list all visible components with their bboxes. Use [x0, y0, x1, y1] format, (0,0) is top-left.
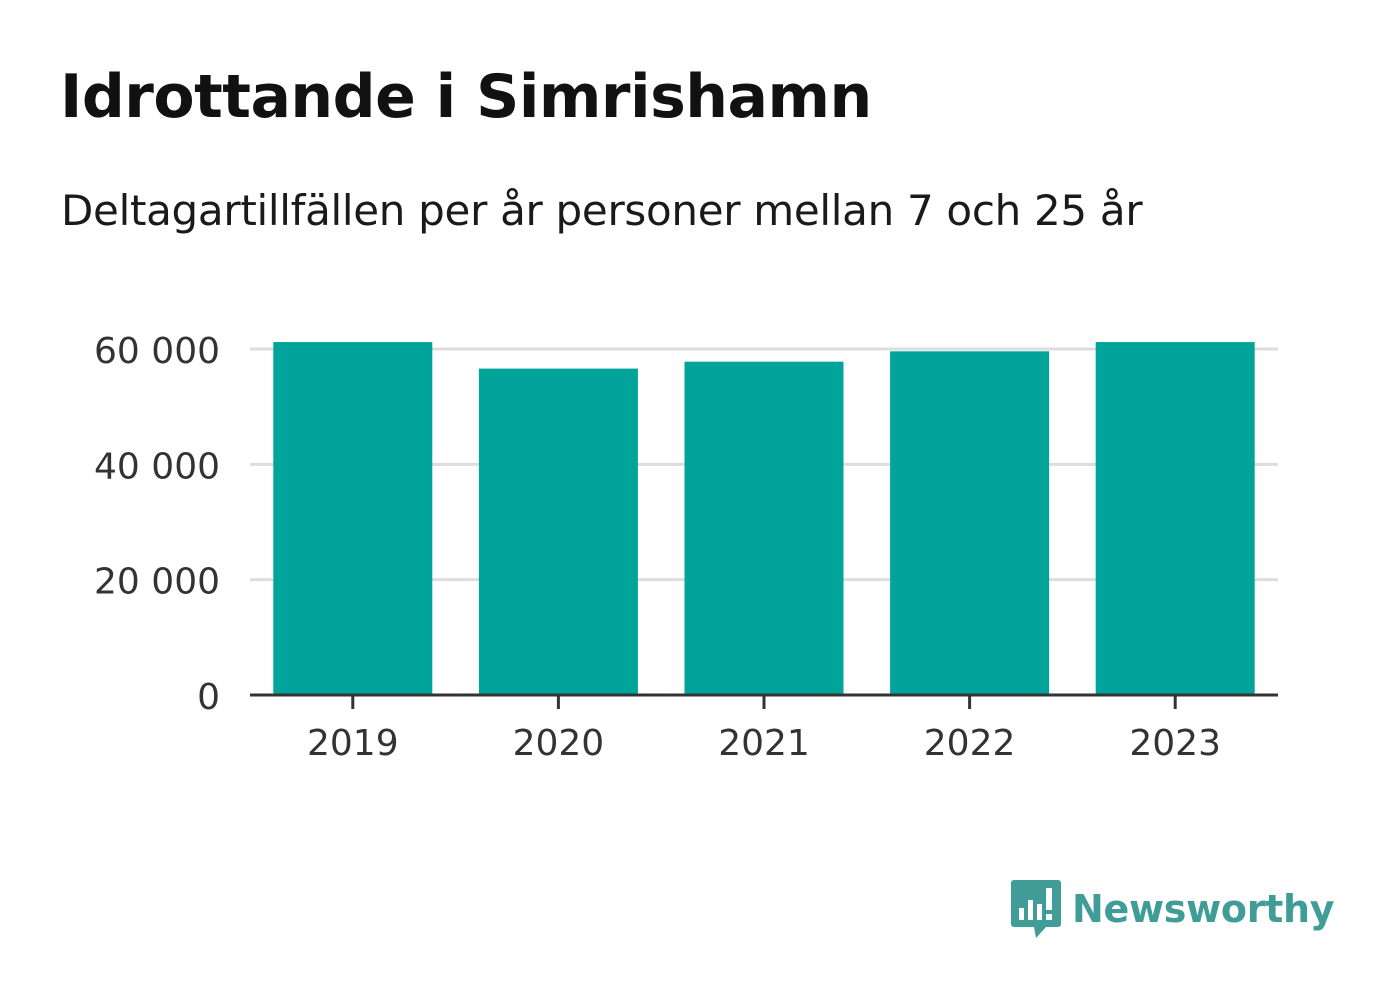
x-tick-label: 2021 [718, 723, 810, 764]
axes: 0 20 000 40 000 60 000 2019 2020 2021 2022 2023 [94, 331, 1278, 764]
bar-2020 [478, 368, 638, 695]
newsworthy-logo: Newsworthy [1010, 878, 1335, 940]
bar-2023 [1095, 342, 1255, 695]
newsworthy-logo-icon [1011, 880, 1061, 938]
y-tick-label: 0 [197, 677, 220, 718]
x-tick-label: 2023 [1129, 723, 1221, 764]
bar-2021 [684, 361, 844, 695]
x-tick-label: 2022 [924, 723, 1016, 764]
y-tick-label: 60 000 [94, 331, 220, 372]
chart-subtitle: Deltagartillfällen per år personer mella… [61, 186, 1143, 235]
x-tick-label: 2019 [307, 723, 399, 764]
bar-2019 [273, 342, 433, 695]
y-tick-label: 40 000 [94, 446, 220, 487]
bars [273, 342, 1255, 695]
brand-name: Newsworthy [1072, 887, 1335, 931]
x-tick-label: 2020 [513, 723, 605, 764]
y-tick-label: 20 000 [94, 562, 220, 603]
chart-title: Idrottande i Simrishamn [60, 62, 872, 132]
bar-2022 [890, 351, 1050, 695]
